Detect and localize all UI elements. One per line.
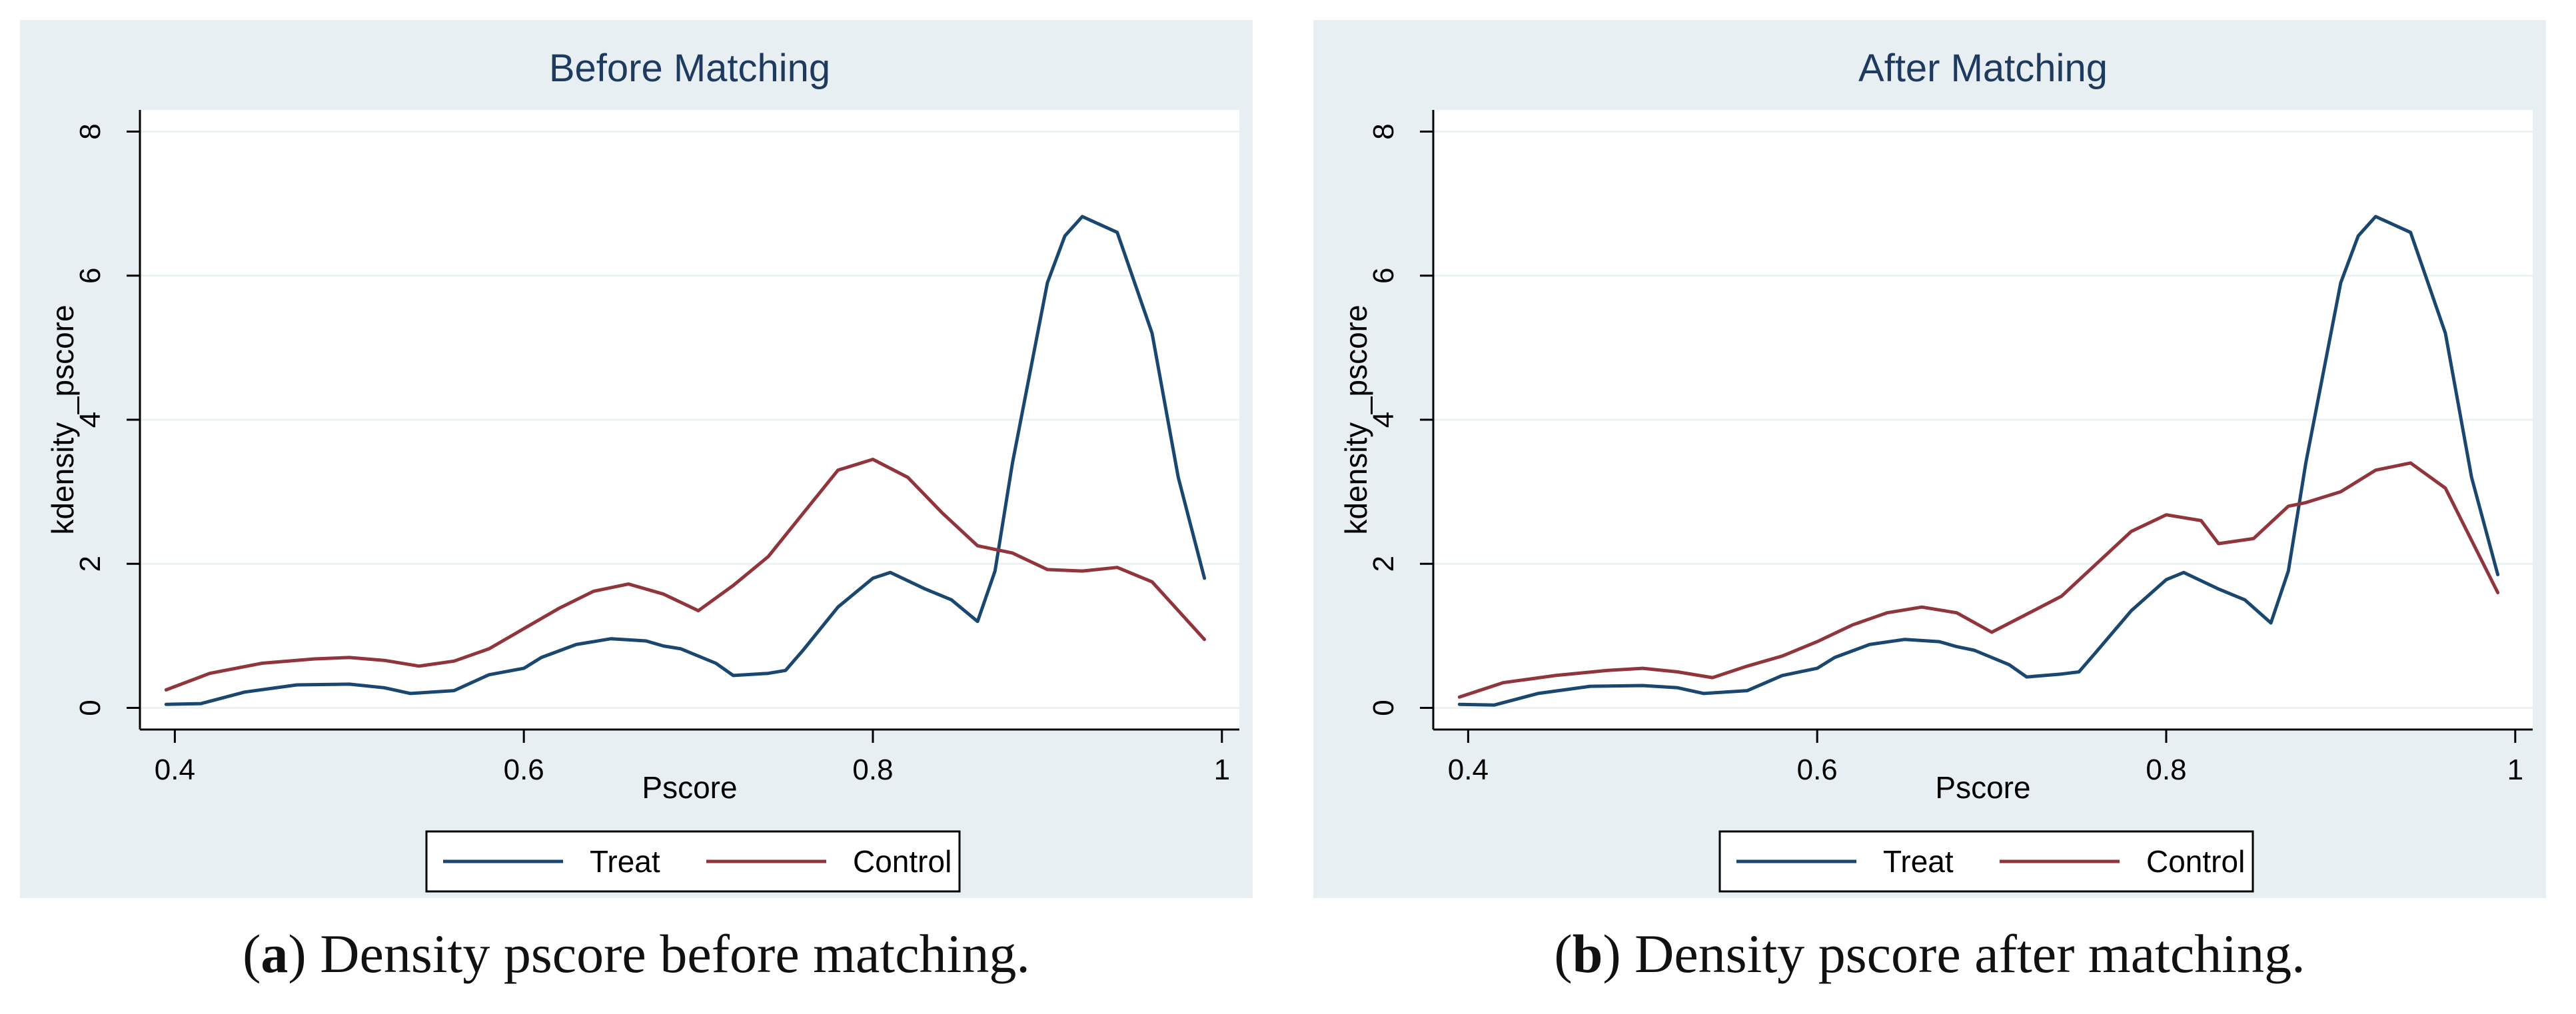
x-tick-label-0.6: 0.6 bbox=[504, 754, 544, 786]
x-axis-label: Pscore bbox=[1935, 770, 2030, 805]
y-tick-label-6: 6 bbox=[74, 267, 107, 283]
legend-label-treat: Treat bbox=[1883, 844, 1954, 879]
caption-b-text: ) Density pscore after matching. bbox=[1603, 923, 2305, 984]
caption-b-label: b bbox=[1572, 923, 1603, 984]
legend-label-control: Control bbox=[2146, 844, 2245, 879]
x-tick-label-0.8: 0.8 bbox=[2146, 754, 2186, 786]
y-tick-label-6: 6 bbox=[1367, 267, 1400, 283]
y-axis-label: kdensity _pscore bbox=[45, 304, 80, 534]
y-tick-label-4: 4 bbox=[1367, 412, 1400, 428]
chart-panel-before: Before Matching 0 2 4 6 8 0.4 0.6 0.8 1 Pscore kden… bbox=[20, 20, 1253, 898]
x-tick-label-1: 1 bbox=[1214, 754, 1230, 786]
x-axis-label: Pscore bbox=[642, 770, 737, 805]
y-tick-label-0: 0 bbox=[1367, 700, 1400, 716]
y-axis-label: kdensity _pscore bbox=[1339, 304, 1373, 534]
series-line-control bbox=[164, 458, 1207, 692]
y-tick-label-8: 8 bbox=[1367, 123, 1400, 139]
y-tick-label-4: 4 bbox=[74, 412, 107, 428]
series-line-treat bbox=[1457, 215, 2500, 707]
x-tick-label-0.4: 0.4 bbox=[155, 754, 195, 786]
chart-after-matching: After Matching 0 2 4 6 8 0.4 0.6 0.8 1 Pscore kdens… bbox=[1339, 47, 2533, 893]
x-tick-label-0.4: 0.4 bbox=[1448, 754, 1489, 786]
caption-a-text: ) Density pscore before matching. bbox=[288, 923, 1030, 984]
y-tick-label-0: 0 bbox=[74, 700, 107, 716]
x-tick-label-0.6: 0.6 bbox=[1797, 754, 1838, 786]
legend-label-control: Control bbox=[853, 844, 952, 879]
chart-title: Before Matching bbox=[549, 47, 830, 90]
chart-panel-after: After Matching 0 2 4 6 8 0.4 0.6 0.8 1 Pscore kdens… bbox=[1313, 20, 2546, 898]
y-tick-label-2: 2 bbox=[1367, 556, 1400, 572]
series-line-control bbox=[1457, 461, 2500, 699]
chart-before-matching: Before Matching 0 2 4 6 8 0.4 0.6 0.8 1 Pscore kden… bbox=[45, 47, 1239, 893]
caption-a-label: a bbox=[261, 923, 289, 984]
y-tick-label-2: 2 bbox=[74, 556, 107, 572]
y-tick-label-8: 8 bbox=[74, 123, 107, 139]
chart-title: After Matching bbox=[1858, 47, 2108, 90]
x-tick-label-0.8: 0.8 bbox=[852, 754, 893, 786]
caption-b: (b) Density pscore after matching. bbox=[1554, 923, 2305, 984]
series-line-treat bbox=[164, 215, 1207, 706]
x-tick-label-1: 1 bbox=[2507, 754, 2523, 786]
legend-label-treat: Treat bbox=[590, 844, 660, 879]
caption-a: (a) Density pscore before matching. bbox=[243, 923, 1030, 984]
